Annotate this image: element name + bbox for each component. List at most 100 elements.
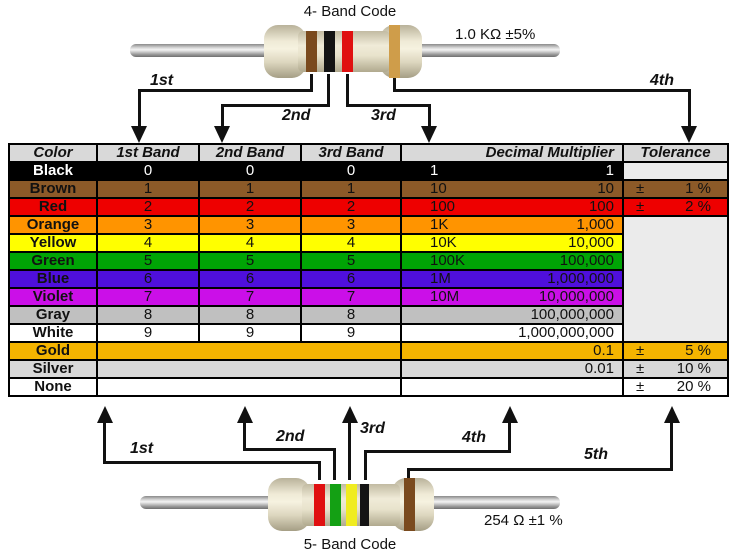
color-name: Gray [8, 305, 98, 325]
band2-digit: 0 [198, 161, 302, 181]
stub-red [346, 74, 349, 107]
band2-digit: 1 [198, 179, 302, 199]
band-black [324, 31, 335, 72]
band3-digit: 3 [300, 215, 402, 235]
band1-digit: 2 [96, 197, 200, 217]
top-arrow-label-4th: 4th [650, 72, 674, 89]
band2-digit: 3 [198, 215, 302, 235]
multiplier-cell: 100,000,000 [400, 305, 624, 325]
multiplier-cell: 10K 10,000 [400, 233, 624, 253]
band2-digit: 5 [198, 251, 302, 271]
band1-digit: 1 [96, 179, 200, 199]
arrowhead-down-icon [681, 126, 697, 143]
band1-digit: 3 [96, 215, 200, 235]
band-brown [306, 31, 317, 72]
band-gold [389, 25, 400, 78]
band1-digit: 7 [96, 287, 200, 307]
band3-digit: 5 [300, 251, 402, 271]
band2-digit: 6 [198, 269, 302, 289]
bottom-arrow-label-3rd: 3rd [360, 420, 385, 437]
band1-digit: 4 [96, 233, 200, 253]
band2-digit: 8 [198, 305, 302, 325]
color-name: None [8, 377, 98, 397]
arrowhead-down-icon [421, 126, 437, 143]
col-header-tolerance: Tolerance [622, 143, 729, 163]
band2-digit: 2 [198, 197, 302, 217]
table-row-yellow: Yellow 4 4 4 10K 10,000 [8, 233, 728, 253]
arrowhead-down-icon [131, 126, 147, 143]
color-name: White [8, 323, 98, 343]
merged-band-cell [96, 341, 402, 361]
stub-black [327, 74, 330, 107]
color-name: Silver [8, 359, 98, 379]
color-name: Green [8, 251, 98, 271]
multiplier-cell: 1K 1,000 [400, 215, 624, 235]
bottom-arrow-label-1st: 1st [130, 440, 154, 457]
multiplier-cell: 1,000,000,000 [400, 323, 624, 343]
band-green [330, 484, 341, 526]
tolerance-cell: ±20 % [622, 377, 729, 397]
table-row-orange: Orange 3 3 3 1K 1,000 [8, 215, 729, 343]
color-code-table: Color 1st Band 2nd Band 3rd Band Decimal… [8, 143, 729, 397]
band1-digit: 6 [96, 269, 200, 289]
table-row-violet: Violet 7 7 7 10M 10,000,000 [8, 287, 728, 307]
arrowhead-up-icon [237, 406, 253, 423]
multiplier-cell: 0.1 [400, 341, 624, 361]
col-header-3rd-band: 3rd Band [300, 143, 402, 163]
band-red [342, 31, 353, 72]
bottom-arrow-label-4th: 4th [462, 429, 486, 446]
band-black [360, 484, 369, 526]
color-name: Violet [8, 287, 98, 307]
multiplier-cell: 10M 10,000,000 [400, 287, 624, 307]
band-yellow [346, 484, 357, 526]
stub-gold [393, 74, 396, 92]
band2-digit: 7 [198, 287, 302, 307]
color-name: Red [8, 197, 98, 217]
multiplier-cell: 10 10 [400, 179, 624, 199]
band3-digit: 6 [300, 269, 402, 289]
table-header-row: Color 1st Band 2nd Band 3rd Band Decimal… [8, 143, 729, 163]
tolerance-cell [622, 161, 729, 181]
merged-band-cell [96, 377, 402, 397]
arrowhead-up-icon [664, 406, 680, 423]
band2-digit: 9 [198, 323, 302, 343]
merged-band-cell [96, 359, 402, 379]
band3-digit: 4 [300, 233, 402, 253]
band3-digit: 8 [300, 305, 402, 325]
arrowhead-up-icon [342, 406, 358, 423]
arrowhead-down-icon [214, 126, 230, 143]
band3-digit: 0 [300, 161, 402, 181]
table-row-none: None ±20 % [8, 377, 729, 397]
arrowhead-up-icon [97, 406, 113, 423]
bottom-arrow-label-2nd: 2nd [276, 428, 305, 445]
multiplier-cell: 100K 100,000 [400, 251, 624, 271]
color-name: Black [8, 161, 98, 181]
arrowhead-up-icon [502, 406, 518, 423]
band1-digit: 8 [96, 305, 200, 325]
color-name: Brown [8, 179, 98, 199]
four-band-value-label: 1.0 KΩ ±5% [455, 26, 536, 43]
band1-digit: 0 [96, 161, 200, 181]
bottom-arrow-label-5th: 5th [584, 446, 608, 463]
top-arrow-label-3rd: 3rd [371, 107, 396, 124]
table-row-red: Red 2 2 2 100 100 ±2 % [8, 197, 729, 217]
top-arrow-label-1st: 1st [150, 72, 174, 89]
four-band-title: 4- Band Code [303, 3, 397, 20]
table-row-white: White 9 9 9 1,000,000,000 [8, 323, 728, 343]
table-row-brown: Brown 1 1 1 10 10 ±1 % [8, 179, 729, 199]
band1-digit: 5 [96, 251, 200, 271]
top-arrow-label-2nd: 2nd [282, 107, 311, 124]
five-band-value-label: 254 Ω ±1 % [484, 512, 563, 529]
multiplier-cell [400, 377, 624, 397]
col-header-decimal-multiplier: Decimal Multiplier [400, 143, 624, 163]
five-band-title: 5- Band Code [303, 536, 397, 553]
col-header-color: Color [8, 143, 98, 163]
color-name: Gold [8, 341, 98, 361]
table-row-gold: Gold 0.1 ±5 % [8, 341, 729, 361]
band3-digit: 2 [300, 197, 402, 217]
color-name: Orange [8, 215, 98, 235]
band2-digit: 4 [198, 233, 302, 253]
